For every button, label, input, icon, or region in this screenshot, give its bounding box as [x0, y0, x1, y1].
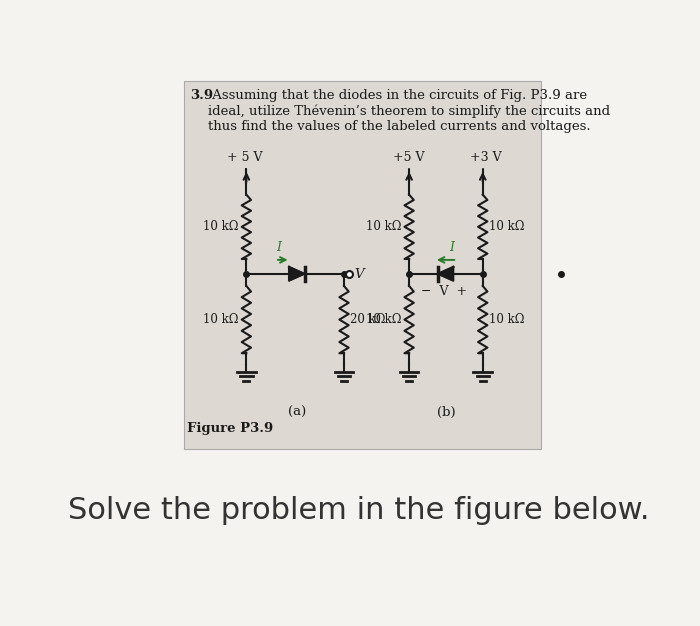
Text: (b): (b) [437, 406, 455, 419]
Text: Solve the problem in the figure below.: Solve the problem in the figure below. [68, 496, 650, 525]
Text: I: I [276, 241, 281, 254]
Text: 10 kΩ: 10 kΩ [489, 220, 524, 233]
Text: 10 kΩ: 10 kΩ [366, 313, 401, 326]
Text: −  V  +: − V + [421, 285, 467, 297]
Text: 10 kΩ: 10 kΩ [489, 313, 524, 326]
Polygon shape [289, 267, 304, 280]
Text: 3.9: 3.9 [190, 89, 214, 102]
Text: +5 V: +5 V [393, 151, 425, 165]
Text: 20 kΩ: 20 kΩ [350, 313, 386, 326]
Polygon shape [438, 267, 454, 280]
Text: + 5 V: + 5 V [227, 151, 262, 165]
Text: +3 V: +3 V [470, 151, 502, 165]
Text: 10 kΩ: 10 kΩ [366, 220, 401, 233]
Text: Assuming that the diodes in the circuits of Fig. P3.9 are
ideal, utilize Théveni: Assuming that the diodes in the circuits… [208, 89, 610, 133]
Text: 10 kΩ: 10 kΩ [203, 220, 239, 233]
Text: Figure P3.9: Figure P3.9 [188, 422, 274, 434]
Text: 10 kΩ: 10 kΩ [203, 313, 239, 326]
Text: V: V [354, 268, 364, 281]
Text: (a): (a) [288, 406, 306, 419]
Bar [184, 81, 541, 449]
Text: I: I [449, 241, 454, 254]
